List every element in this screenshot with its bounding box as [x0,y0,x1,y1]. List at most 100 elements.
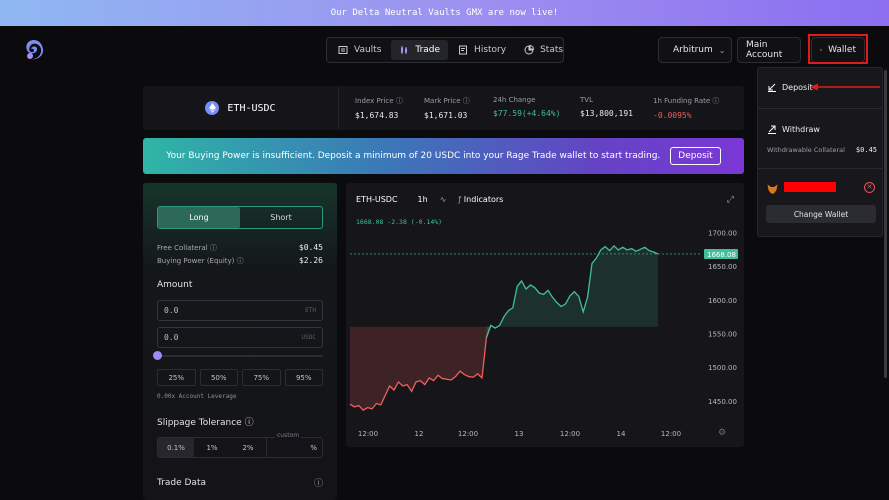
network-selector[interactable]: Arbitrum ⌄ [658,37,732,63]
info-icon[interactable]: ⓘ [244,418,254,428]
withdrawable-row: Withdrawable Collateral $0.45 [767,146,877,154]
deposit-menu-item[interactable]: Deposit [767,82,813,92]
percent-50-button[interactable]: 50% [199,369,238,386]
main-account-button[interactable]: Main Account [737,37,801,63]
slippage-custom-input[interactable]: custom % [266,432,322,457]
function-icon: ƒ [458,195,462,204]
alert-deposit-button[interactable]: Deposit [670,147,721,165]
disconnect-icon[interactable]: ✕ [864,182,875,193]
divider [758,168,882,169]
buying-power-row: Buying Power (Equity) ⓘ $2.26 [157,256,323,266]
wallet-highlight-box [808,34,868,64]
info-icon[interactable]: ⓘ [236,257,244,265]
free-collateral-value: $0.45 [298,243,323,252]
pair-label: ETH-USDC [227,102,276,114]
change-24h-label: 24h Change [493,96,536,104]
slippage-label: Slippage Tolerance [157,418,242,428]
index-price-stat: Index Price ⓘ $1,674.83 [355,96,403,120]
page-scrollbar[interactable] [884,70,887,378]
info-icon[interactable]: ⓘ [209,244,217,252]
wallet-button[interactable]: Wallet [811,37,865,63]
withdrawable-label: Withdrawable Collateral [767,146,845,154]
percent-75-button[interactable]: 75% [242,369,281,386]
nav-vaults-label: Vaults [354,45,382,55]
nav-history-label: History [474,45,507,55]
long-tab[interactable]: Long [158,207,240,228]
slippage-1-button[interactable]: 1% [206,443,218,452]
info-icon[interactable]: ⓘ [314,479,324,489]
free-collateral-label: Free Collateral [157,244,208,252]
wallet-label: Wallet [828,45,856,55]
withdraw-arrow-icon [768,125,776,134]
deposit-label: Deposit [782,82,813,92]
trade-panel: Long Short Free Collateral ⓘ $0.45 Buyin… [143,183,337,500]
info-icon[interactable]: ⓘ [395,97,403,105]
history-icon [459,45,468,55]
nav-trade[interactable]: Trade [391,40,449,60]
nav-history[interactable]: History [450,40,514,60]
indicators-button[interactable]: ƒ Indicators [458,195,503,204]
info-icon[interactable]: ⓘ [462,97,470,105]
interval-selector[interactable]: 1h [417,195,428,204]
price-chart[interactable]: 1700.00 1650.00 1600.00 1550.00 1500.00 1450.… [346,211,744,447]
main-nav: Vaults Trade History Stats [326,37,564,63]
annotation-arrow [810,83,880,91]
free-collateral-row: Free Collateral ⓘ $0.45 [157,243,323,253]
amount-label: Amount [157,280,193,290]
rage-trade-logo[interactable] [22,38,46,62]
ethereum-icon [205,101,220,115]
pair-selector[interactable]: ETH-USDC [143,86,339,130]
amount-slider[interactable] [153,351,323,360]
short-tab[interactable]: Short [270,213,292,222]
tvl-stat: TVL $13,800,191 [580,96,633,118]
ticker-bar: ETH-USDC Index Price ⓘ $1,674.83 Mark Pr… [143,86,744,130]
y-tick-label: 1550.00 [708,330,737,338]
alert-message: Your Buying Power is insufficient. Depos… [166,151,661,161]
y-tick-label: 1600.00 [708,297,737,305]
network-label: Arbitrum [673,45,713,55]
chart-type-icon[interactable]: ∿ [439,195,447,204]
down-area [350,325,491,411]
amount-eth-input[interactable]: 0.0 ETH [157,300,323,321]
percent-95-button[interactable]: 95% [284,369,323,386]
metamask-fox-icon [820,49,822,51]
expand-icon[interactable]: ⤢ [726,195,734,205]
amount-eth-value: 0.0 [164,306,179,315]
banner-text: Our Delta Neutral Vaults GMX are now liv… [330,8,559,18]
nav-trade-label: Trade [415,45,441,55]
x-tick-label: 12 [415,430,424,438]
funding-rate-value: -0.0095% [653,111,692,120]
mark-price-label: Mark Price [424,97,461,105]
nav-stats-label: Stats [540,45,564,55]
y-tick-label: 1650.00 [708,263,737,271]
amount-usdc-value: 0.0 [164,333,179,342]
slippage-options: 0.1% 1% 2% custom % [157,432,323,458]
custom-unit: % [310,443,317,452]
chart-toolbar: ETH-USDC 1h ∿ ƒ Indicators [356,195,503,204]
slippage-heading: Slippage Tolerance ⓘ [157,415,254,428]
withdrawable-value: $0.45 [855,146,877,154]
withdraw-label: Withdraw [782,124,820,134]
amount-usdc-unit: USDC [301,334,316,341]
slippage-0-1-button[interactable]: 0.1% [158,438,194,457]
percent-25-button[interactable]: 25% [157,369,196,386]
side-toggle: Long Short [157,206,323,229]
tvl-value: $13,800,191 [580,109,633,118]
y-tick-label: 1500.00 [708,364,737,372]
change-wallet-button[interactable]: Change Wallet [766,205,876,223]
chart-settings-icon[interactable]: ⚙ [718,428,727,438]
slider-handle[interactable] [153,351,162,360]
announcement-banner[interactable]: Our Delta Neutral Vaults GMX are now liv… [0,0,889,26]
withdraw-menu-item[interactable]: Withdraw [767,124,820,134]
mark-price-stat: Mark Price ⓘ $1,671.03 [424,96,470,120]
slippage-2-button[interactable]: 2% [242,443,254,452]
trade-data-label: Trade Data [157,478,206,488]
amount-usdc-input[interactable]: 0.0 USDC [157,327,323,348]
nav-stats[interactable]: Stats [516,40,571,60]
index-price-label: Index Price [355,97,394,105]
insufficient-power-alert: Your Buying Power is insufficient. Depos… [143,138,744,174]
nav-vaults[interactable]: Vaults [330,40,389,60]
info-icon[interactable]: ⓘ [712,97,720,105]
funding-rate-stat: 1h Funding Rate ⓘ -0.0095% [653,96,719,120]
indicators-label: Indicators [463,195,504,204]
